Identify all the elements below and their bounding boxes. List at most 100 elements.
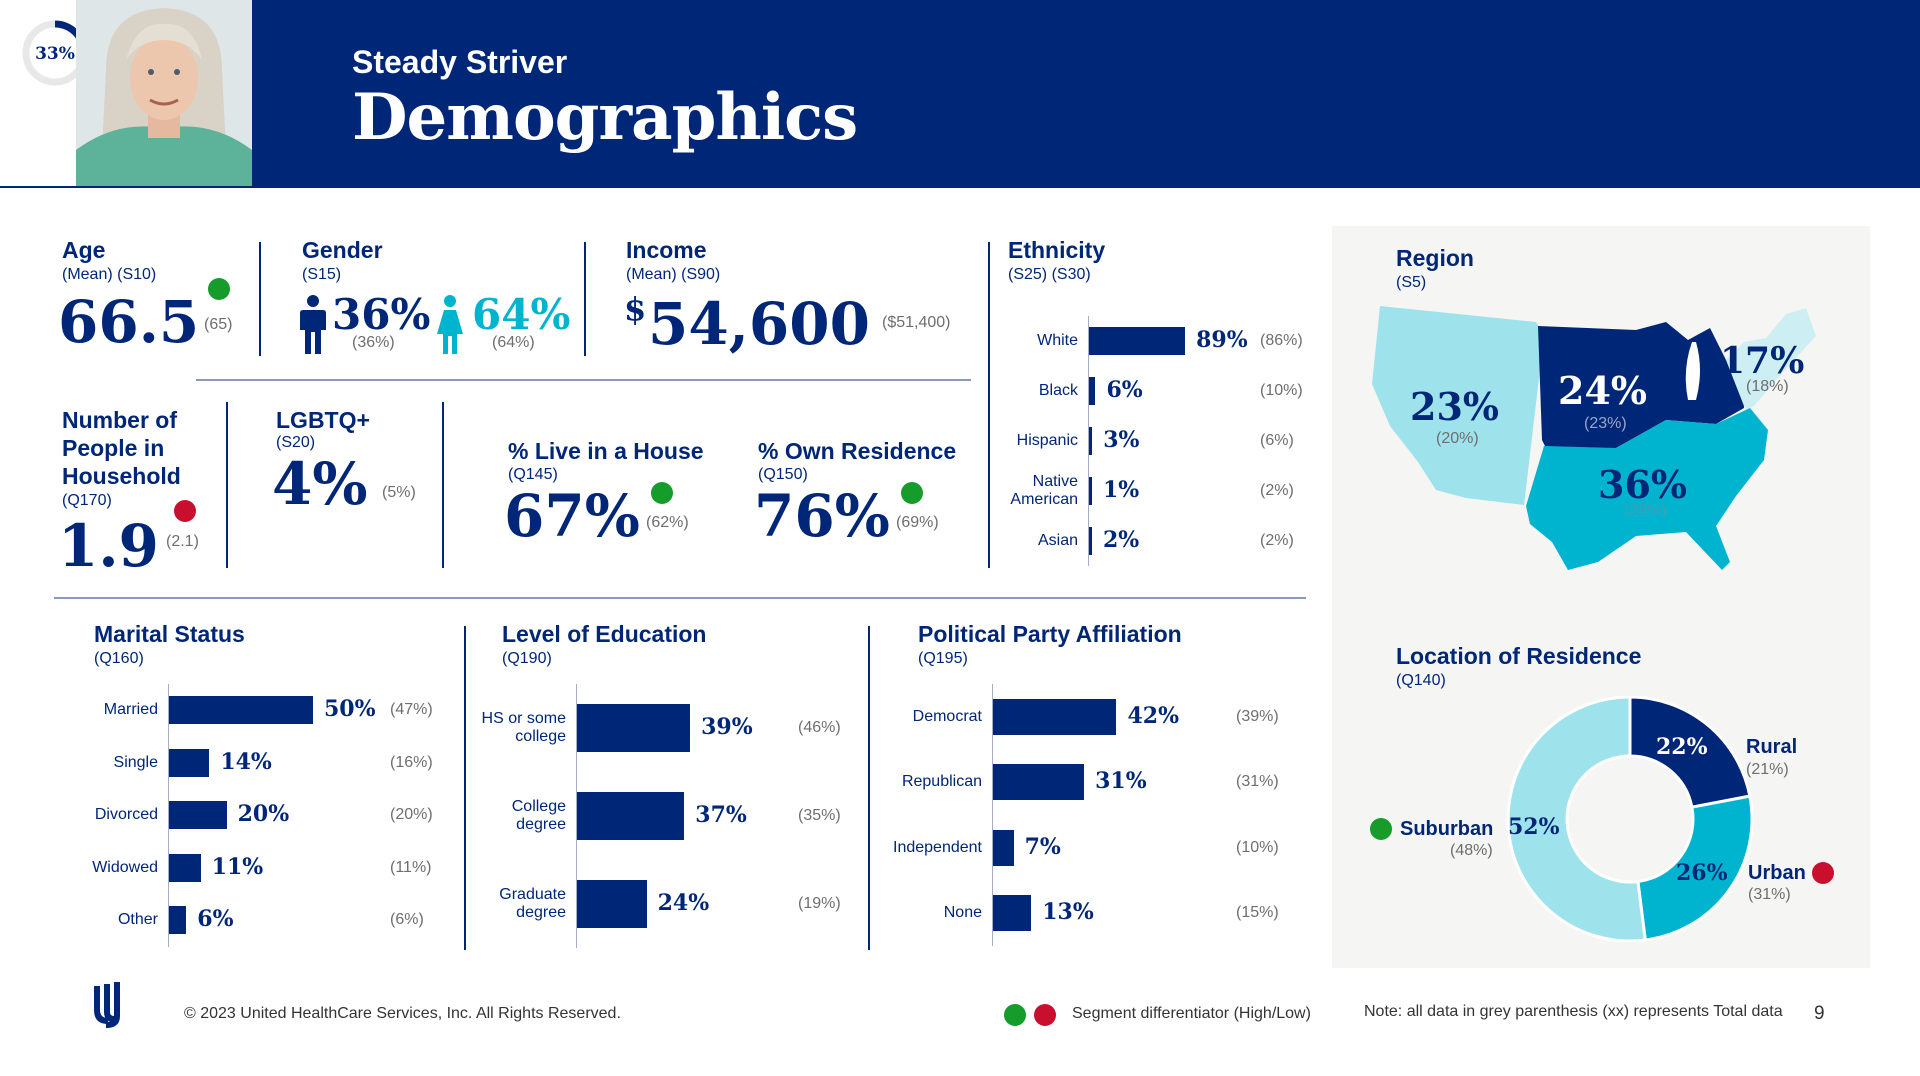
bar <box>577 880 647 928</box>
bar <box>1089 377 1096 405</box>
bar-value-label: 20% <box>237 801 290 828</box>
bar-total-label: (10%) <box>1260 382 1303 399</box>
region-south-value: 36% <box>1598 462 1687 507</box>
region-northeast-shape <box>1726 308 1816 410</box>
bar-category-label: Graduate degree <box>499 886 566 921</box>
house-high-dot <box>651 482 673 504</box>
bar-value-label: 7% <box>1024 833 1061 860</box>
legend-text: Segment differentiator (High/Low) <box>1072 1005 1311 1022</box>
gender-female-value: 64% <box>472 290 571 339</box>
residence-urban-name: Urban <box>1748 862 1806 884</box>
bar-category-label: Divorced <box>94 806 158 824</box>
bar <box>169 748 210 777</box>
legend-high-dot <box>1004 1004 1026 1026</box>
segment-share-text: 33% <box>35 44 75 64</box>
bar-total-label: (46%) <box>798 719 841 736</box>
bar-value-label: 37% <box>695 802 747 828</box>
marital-bar-chart: Married 50% (47%) Single 14% (16%) Divorced 20%… <box>60 684 460 950</box>
house-label: % Live in a House <box>508 438 704 464</box>
bar-category-label: Black <box>1038 382 1078 399</box>
bar <box>577 704 691 752</box>
bar-total-label: (20%) <box>390 806 433 824</box>
bar-category-label: HS or some college <box>481 710 566 745</box>
bar-value-label: 2% <box>1103 527 1140 553</box>
bar-total-label: (19%) <box>798 895 841 912</box>
gender-female-total: (64%) <box>492 334 535 351</box>
bar-category-label: Married <box>103 701 158 719</box>
legend-low-dot <box>1034 1004 1056 1026</box>
bar-category-label: Independent <box>893 838 982 856</box>
bar-total-label: (31%) <box>1236 773 1279 791</box>
bar-total-label: (2%) <box>1260 532 1294 549</box>
divider <box>196 379 971 381</box>
region-northeast-value: 17% <box>1720 340 1805 382</box>
header-banner <box>0 0 1920 188</box>
lgbtq-value: 4% <box>272 450 368 518</box>
residence-urban-total: (31%) <box>1748 886 1791 903</box>
ethnicity-sub: (S25) (S30) <box>1008 266 1091 283</box>
own-label: % Own Residence <box>758 438 957 464</box>
ethnicity-bar-chart: White 89% (86%) Black 6% (10%) Hispanic 3% (6%) N… <box>990 316 1320 566</box>
bar-category-label: Native American <box>1010 473 1078 508</box>
bar-value-label: 6% <box>1106 377 1143 403</box>
gender-male-total: (36%) <box>352 334 395 351</box>
bar-total-label: (11%) <box>390 858 432 876</box>
donut-slice-urban <box>1636 794 1754 942</box>
bar-total-label: (35%) <box>798 807 841 824</box>
bar <box>1089 527 1092 555</box>
region-west-total: (20%) <box>1436 430 1479 447</box>
political-bar-chart: Democrat 42% (39%) Republican 31% (31%) Indepe… <box>874 684 1304 950</box>
education-bar-chart: HS or some college 39% (46%) College degree… <box>470 684 860 950</box>
divider <box>54 597 1306 599</box>
residence-suburban-name: Suburban <box>1400 818 1494 840</box>
bar-value-label: 24% <box>657 890 710 916</box>
chart-axis <box>576 684 577 948</box>
bar <box>1089 477 1092 505</box>
age-sub: (Mean) (S10) <box>62 266 157 283</box>
bar <box>993 764 1085 801</box>
donut-label-urban: 26% <box>1676 860 1728 886</box>
bar-category-label: Republican <box>901 773 982 791</box>
page-number: 9 <box>1814 1003 1825 1024</box>
bar <box>1089 427 1093 455</box>
bar-total-label: (47%) <box>390 701 433 719</box>
lgbtq-total: (5%) <box>382 484 416 501</box>
own-value: 76% <box>754 482 890 550</box>
male-icon <box>300 295 326 354</box>
region-sub: (S5) <box>1396 274 1427 291</box>
lgbtq-label: LGBTQ+ <box>276 407 370 433</box>
house-sub: (Q145) <box>508 466 558 483</box>
residence-donut-chart <box>1506 696 1754 942</box>
copyright-text: © 2023 United HealthCare Services, Inc. … <box>184 1005 621 1022</box>
bar-category-label: Single <box>113 753 158 771</box>
chart-axis <box>168 684 169 947</box>
house-total: (62%) <box>646 514 689 531</box>
bar-value-label: 31% <box>1095 768 1147 795</box>
household-sub: (Q170) <box>62 492 112 509</box>
bar-category-label: Asian <box>1037 532 1078 549</box>
bar-total-label: (86%) <box>1260 332 1303 349</box>
divider <box>988 242 990 568</box>
house-value: 67% <box>504 482 640 550</box>
persona-photo <box>76 0 252 186</box>
bar-value-label: 39% <box>701 714 753 740</box>
marital-sub: (Q160) <box>94 650 144 667</box>
note-text: Note: all data in grey parenthesis (xx) … <box>1364 1003 1783 1020</box>
bar-value-label: 13% <box>1042 899 1094 926</box>
residence-rural-total: (21%) <box>1746 761 1789 778</box>
marital-label: Marital Status <box>94 621 245 647</box>
donut-slice-rural <box>1628 696 1752 809</box>
bar <box>993 895 1032 932</box>
bar-category-label: White <box>1037 332 1078 349</box>
bar-category-label: Democrat <box>912 707 982 725</box>
bar-total-label: (6%) <box>1260 432 1294 449</box>
region-south-total: (39%) <box>1624 502 1667 519</box>
divider <box>226 402 228 568</box>
bar-total-label: (15%) <box>1236 904 1279 922</box>
chart-axis <box>1088 316 1089 566</box>
political-label: Political Party Affiliation <box>918 621 1182 647</box>
donut-label-suburban: 52% <box>1508 814 1560 840</box>
income-total: ($51,400) <box>882 314 951 331</box>
political-sub: (Q195) <box>918 650 968 667</box>
age-total: (65) <box>204 316 233 333</box>
